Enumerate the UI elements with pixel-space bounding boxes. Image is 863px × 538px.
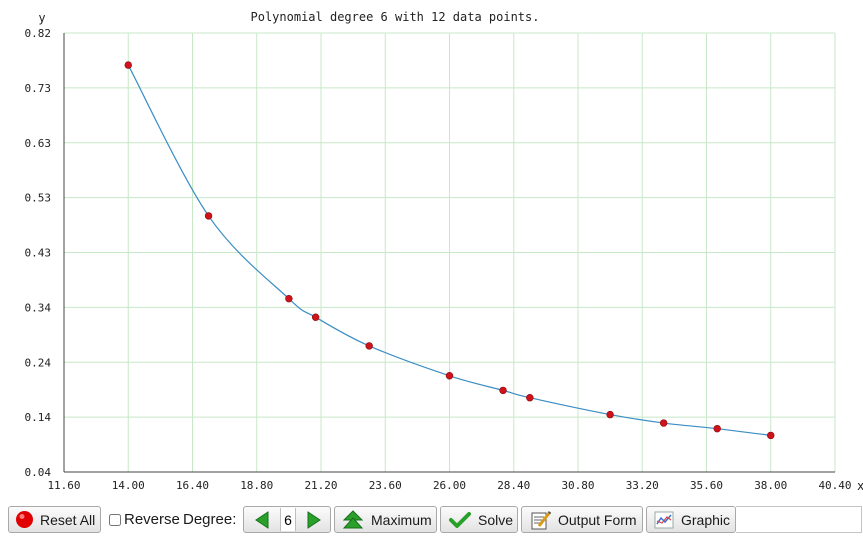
chart-svg: 0.82 0.73 0.63 0.53 0.43 0.34 0.24 0.14 0.04 11.… [25,10,863,493]
reverse-label: Reverse [124,511,180,528]
y-tick-labels: 0.82 0.73 0.63 0.53 0.43 0.34 0.24 0.14 0.04 [25,27,52,479]
data-point [311,313,320,321]
data-point [204,212,213,220]
x-axis-label: x [857,479,863,493]
x-tick-label: 21.20 [304,479,337,492]
degree-value[interactable]: 6 [280,508,296,531]
reverse-toggle[interactable]: Reverse [107,506,180,533]
graphic-button[interactable]: Graphic [646,506,736,533]
x-tick-label: 28.40 [497,479,530,492]
toolbar-spacer [736,506,862,533]
data-point [767,431,775,440]
x-tick-label: 33.20 [626,479,659,492]
x-tick-label: 14.00 [112,479,145,492]
solve-label: Solve [478,511,514,528]
data-point [499,386,507,395]
solve-button[interactable]: Solve [440,506,518,533]
line-chart-icon [654,511,674,529]
data-point [124,61,132,69]
x-tick-label: 16.40 [176,479,209,492]
degree-label: Degree: [183,511,237,528]
arrow-left-icon [255,510,269,529]
data-point [526,394,534,402]
data-points [124,61,775,440]
x-tick-label: 11.60 [47,479,80,492]
data-point [606,410,614,419]
output-form-button[interactable]: Output Form [521,506,643,533]
double-up-arrow-icon [343,509,363,530]
notepad-pencil-icon [530,510,552,530]
chart-title: Polynomial degree 6 with 12 data points. [251,10,540,24]
y-tick-label: 0.82 [25,27,52,40]
y-tick-label: 0.04 [25,466,52,479]
y-tick-label: 0.24 [25,356,52,369]
grid [63,32,836,473]
decrease-degree-button[interactable] [247,509,277,530]
graphic-label: Graphic [681,511,731,528]
x-tick-label: 38.00 [754,479,787,492]
y-tick-label: 0.34 [25,301,52,314]
data-point [365,342,373,350]
reverse-checkbox[interactable] [109,513,121,526]
x-tick-label: 40.40 [818,479,851,492]
y-tick-label: 0.73 [25,82,52,95]
maximum-button[interactable]: Maximum [334,506,437,533]
y-axis-label: y [38,11,45,25]
output-form-label: Output Form [558,511,637,528]
y-tick-label: 0.63 [25,137,52,150]
data-point [713,424,721,433]
axes [63,33,835,473]
y-tick-label: 0.53 [25,192,52,205]
arrow-right-icon [307,510,321,529]
data-point [445,372,454,380]
x-tick-label: 26.00 [433,479,466,492]
y-tick-label: 0.43 [25,247,52,260]
toolbar: Reset All Reverse Degree: 6 Maximum Solv… [0,501,863,538]
x-tick-label: 30.80 [561,479,594,492]
chart-area: 0.82 0.73 0.63 0.53 0.43 0.34 0.24 0.14 0.04 11.… [25,10,863,493]
data-point [285,294,293,303]
y-tick-label: 0.14 [25,411,52,424]
x-tick-label: 18.80 [240,479,273,492]
data-point [659,419,668,427]
checkmark-icon [449,511,471,529]
reset-all-label: Reset All [40,511,96,528]
increase-degree-button[interactable] [299,509,329,530]
x-tick-label: 35.60 [690,479,723,492]
reset-all-button[interactable]: Reset All [8,506,101,533]
x-tick-label: 23.60 [369,479,402,492]
red-circle-icon [15,510,34,529]
x-tick-labels: 11.60 14.00 16.40 18.80 21.20 23.60 26.00 28.40… [47,479,851,492]
maximum-label: Maximum [371,511,432,528]
degree-stepper: 6 [243,506,331,533]
